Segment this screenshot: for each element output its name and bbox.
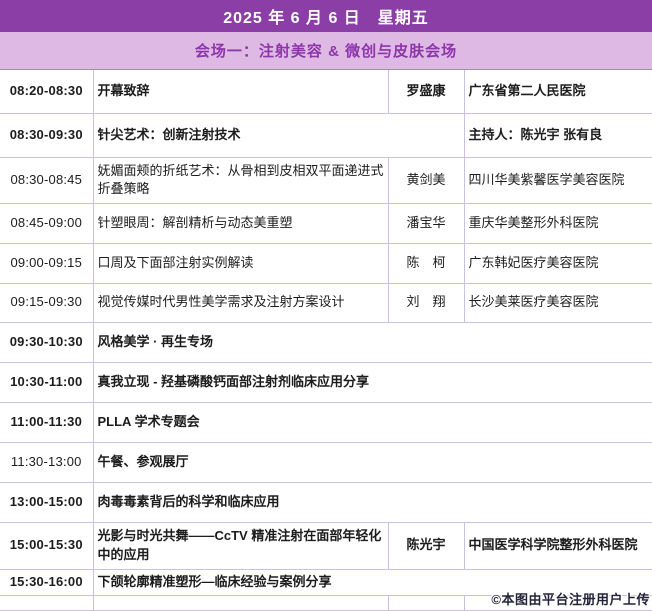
session-org: 中国医学科学院整形外科医院	[463, 522, 652, 570]
session-topic: 针尖艺术：创新注射技术	[92, 113, 465, 158]
session-time: 08:45-09:00	[0, 203, 94, 244]
session-speaker: 陈 柯	[387, 243, 465, 284]
schedule-row: 08:30-08:45 妩媚面颊的折纸艺术：从骨相到皮相双平面递进式折叠策略 黄剑美…	[0, 157, 652, 204]
session-time: 09:00-09:15	[0, 243, 94, 284]
session-org: 四川华美紫馨医学美容医院	[463, 157, 652, 204]
session-topic: 下颌轮廓精准塑形—临床经验与案例分享	[92, 569, 652, 596]
session-topic: 真我立现 - 羟基磷酸钙面部注射剂临床应用分享	[92, 362, 652, 403]
session-time: 10:30-11:00	[0, 362, 94, 403]
schedule-row: 09:00-09:15 口周及下面部注射实例解读陈 柯广东韩妃医疗美容医院	[0, 243, 652, 284]
schedule-row	[0, 595, 652, 611]
session-org: 广东省第二人民医院	[463, 70, 652, 114]
schedule-row: 11:30-13:00 午餐、参观展厅	[0, 442, 652, 483]
session-topic: 午餐、参观展厅	[92, 442, 652, 483]
session-org: 广东韩妃医疗美容医院	[463, 243, 652, 284]
session-time: 08:30-09:30	[0, 113, 94, 158]
session-time: 08:30-08:45	[0, 157, 94, 204]
session-topic: 风格美学 · 再生专场	[92, 322, 652, 363]
session-topic: 开幕致辞	[92, 70, 389, 114]
session-speaker: 刘 翔	[387, 283, 465, 323]
schedule-row: 08:20-08:30 开幕致辞 罗盛康 广东省第二人民医院	[0, 70, 652, 114]
session-speaker: 黄剑美	[387, 157, 465, 204]
session-topic: 针塑眼周：解剖精析与动态美重塑	[92, 203, 389, 244]
schedule-rows: 08:20-08:30 开幕致辞 罗盛康 广东省第二人民医院 08:30-09:30 针尖…	[0, 70, 652, 611]
session-time: 15:30-16:00	[0, 569, 94, 596]
session-speaker: 罗盛康	[387, 70, 465, 114]
session-org: 长沙美莱医疗美容医院	[463, 283, 652, 323]
session-topic: PLLA 学术专题会	[92, 402, 652, 443]
schedule-row: 08:30-09:30 针尖艺术：创新注射技术 主持人：陈光宇 张有良	[0, 113, 652, 158]
date-title: 2025 年 6 月 6 日 星期五	[223, 10, 429, 27]
session-host: 主持人：陈光宇 张有良	[463, 113, 652, 158]
session-speaker: 陈光宇	[387, 522, 465, 570]
schedule-row: 11:00-11:30 PLLA 学术专题会	[0, 402, 652, 443]
session-speaker: 潘宝华	[387, 203, 465, 244]
session-topic	[92, 595, 389, 611]
session-topic: 光影与时光共舞——CcTV 精准注射在面部年轻化中的应用	[92, 522, 389, 570]
session-topic: 口周及下面部注射实例解读	[92, 243, 389, 284]
schedule-row: 15:30-16:00 下颌轮廓精准塑形—临床经验与案例分享	[0, 569, 652, 596]
schedule-row: 13:00-15:00 肉毒毒素背后的科学和临床应用	[0, 482, 652, 523]
session-speaker	[387, 595, 465, 611]
session-time: 08:20-08:30	[0, 70, 94, 114]
schedule-row: 15:00-15:30 光影与时光共舞——CcTV 精准注射在面部年轻化中的应用陈…	[0, 522, 652, 570]
schedule-row: 08:45-09:00 针塑眼周：解剖精析与动态美重塑 潘宝华 重庆华美整形外科医院	[0, 203, 652, 244]
date-header-bar: 2025 年 6 月 6 日 星期五	[0, 0, 652, 32]
session-time: 09:15-09:30	[0, 283, 94, 323]
session-topic: 妩媚面颊的折纸艺术：从骨相到皮相双平面递进式折叠策略	[92, 157, 389, 204]
schedule-table: 08:20-08:30 开幕致辞 罗盛康 广东省第二人民医院 08:30-09:30 针尖…	[0, 70, 652, 611]
session-time	[0, 595, 94, 611]
session-time: 11:30-13:00	[0, 442, 94, 483]
session-org	[463, 595, 652, 611]
session-time: 09:30-10:30	[0, 322, 94, 363]
schedule-row: 09:30-10:30 风格美学 · 再生专场	[0, 322, 652, 363]
session-time: 13:00-15:00	[0, 482, 94, 523]
session-topic: 视觉传媒时代男性美学需求及注射方案设计	[92, 283, 389, 323]
venue-header-bar: 会场一：注射美容 & 微创与皮肤会场	[0, 32, 652, 70]
session-time: 11:00-11:30	[0, 402, 94, 443]
session-org: 重庆华美整形外科医院	[463, 203, 652, 244]
session-topic: 肉毒毒素背后的科学和临床应用	[92, 482, 652, 523]
session-time: 15:00-15:30	[0, 522, 94, 570]
venue-title: 会场一：注射美容 & 微创与皮肤会场	[194, 43, 458, 60]
schedule-row: 10:30-11:00 真我立现 - 羟基磷酸钙面部注射剂临床应用分享	[0, 362, 652, 403]
schedule-row: 09:15-09:30 视觉传媒时代男性美学需求及注射方案设计刘 翔长沙美莱医疗美…	[0, 283, 652, 323]
